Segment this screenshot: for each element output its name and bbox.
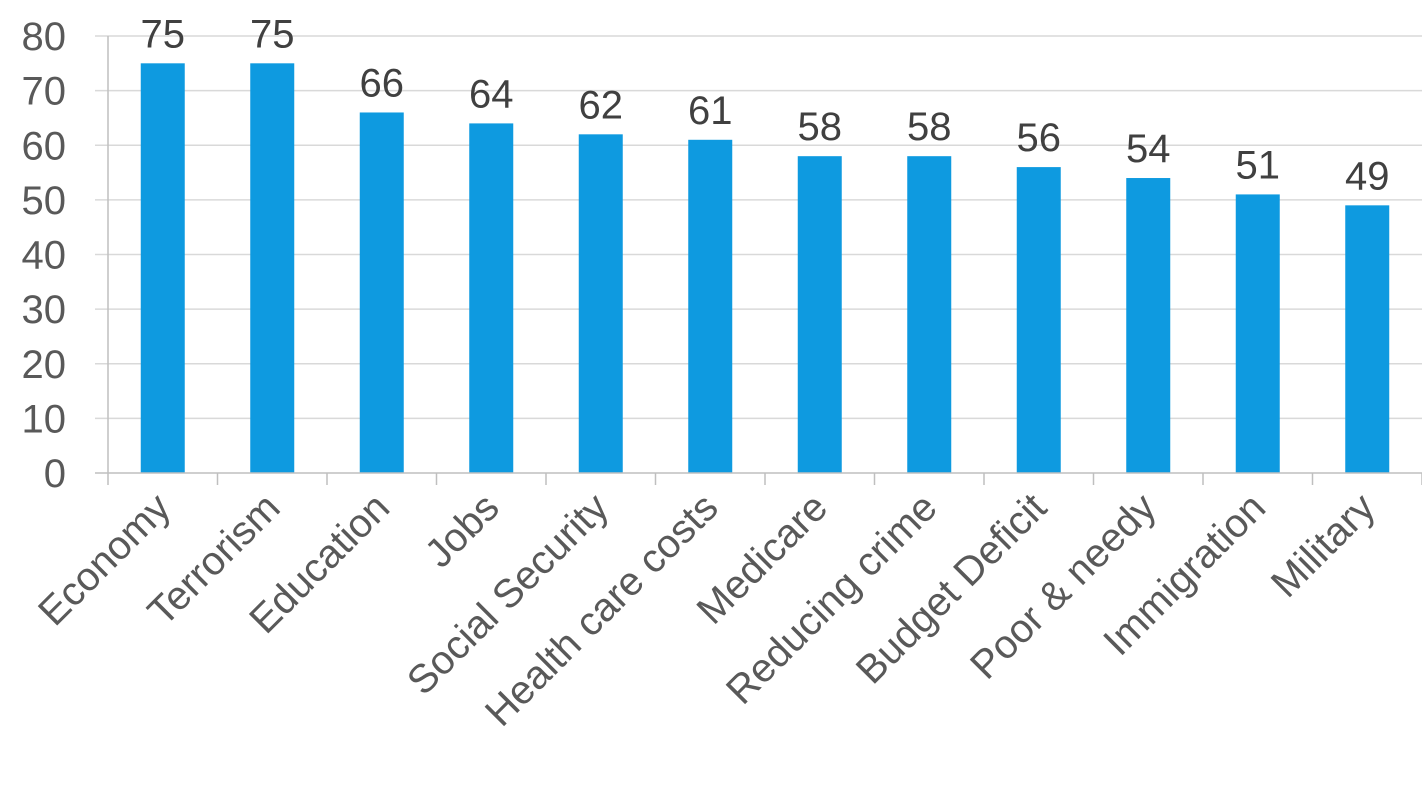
y-axis-tick-labels: 0 10 20 30 40 50 60 70 80 — [22, 15, 67, 496]
x-axis-tick-marks — [107, 473, 1422, 485]
data-label: 75 — [141, 12, 186, 56]
y-tick-label: 0 — [44, 452, 66, 496]
y-tick-label: 10 — [22, 397, 67, 441]
category-label: Jobs — [417, 485, 508, 576]
data-label: 54 — [1126, 127, 1171, 171]
y-tick-label: 80 — [22, 15, 67, 59]
bar-1 — [140, 63, 185, 473]
y-tick-label: 20 — [22, 343, 67, 387]
bars — [140, 63, 1390, 474]
category-label: Budget Deficit — [848, 485, 1055, 692]
data-label: 51 — [1236, 143, 1281, 187]
y-tick-label: 50 — [22, 179, 67, 223]
bar-2 — [250, 63, 295, 473]
y-tick-label: 60 — [22, 124, 67, 168]
bar-11 — [1235, 194, 1280, 473]
y-tick-label: 40 — [22, 234, 67, 278]
bar-10 — [1126, 178, 1171, 473]
gridlines — [95, 35, 1422, 420]
data-label: 61 — [688, 89, 733, 133]
bar-7 — [797, 156, 842, 474]
y-tick-label: 70 — [22, 70, 67, 114]
category-label: Military — [1263, 485, 1384, 606]
bar-12 — [1345, 205, 1390, 473]
data-label: 58 — [907, 105, 952, 149]
data-label: 64 — [469, 72, 514, 116]
data-label: 58 — [798, 105, 843, 149]
data-label: 75 — [250, 12, 295, 56]
bar-8 — [907, 156, 952, 474]
data-label: 62 — [579, 83, 624, 127]
y-tick-label: 30 — [22, 288, 67, 332]
category-label: Social Security — [399, 485, 617, 703]
bar-5 — [578, 134, 623, 473]
data-labels: 75 75 66 64 62 61 58 58 56 54 51 49 — [141, 12, 1390, 198]
data-label: 66 — [360, 61, 405, 105]
bar-9 — [1016, 167, 1061, 473]
data-label: 56 — [1017, 116, 1062, 160]
data-label: 49 — [1345, 154, 1390, 198]
bar-4 — [469, 123, 514, 474]
bar-3 — [359, 112, 404, 473]
bar-6 — [688, 139, 733, 473]
axes — [95, 36, 1422, 474]
